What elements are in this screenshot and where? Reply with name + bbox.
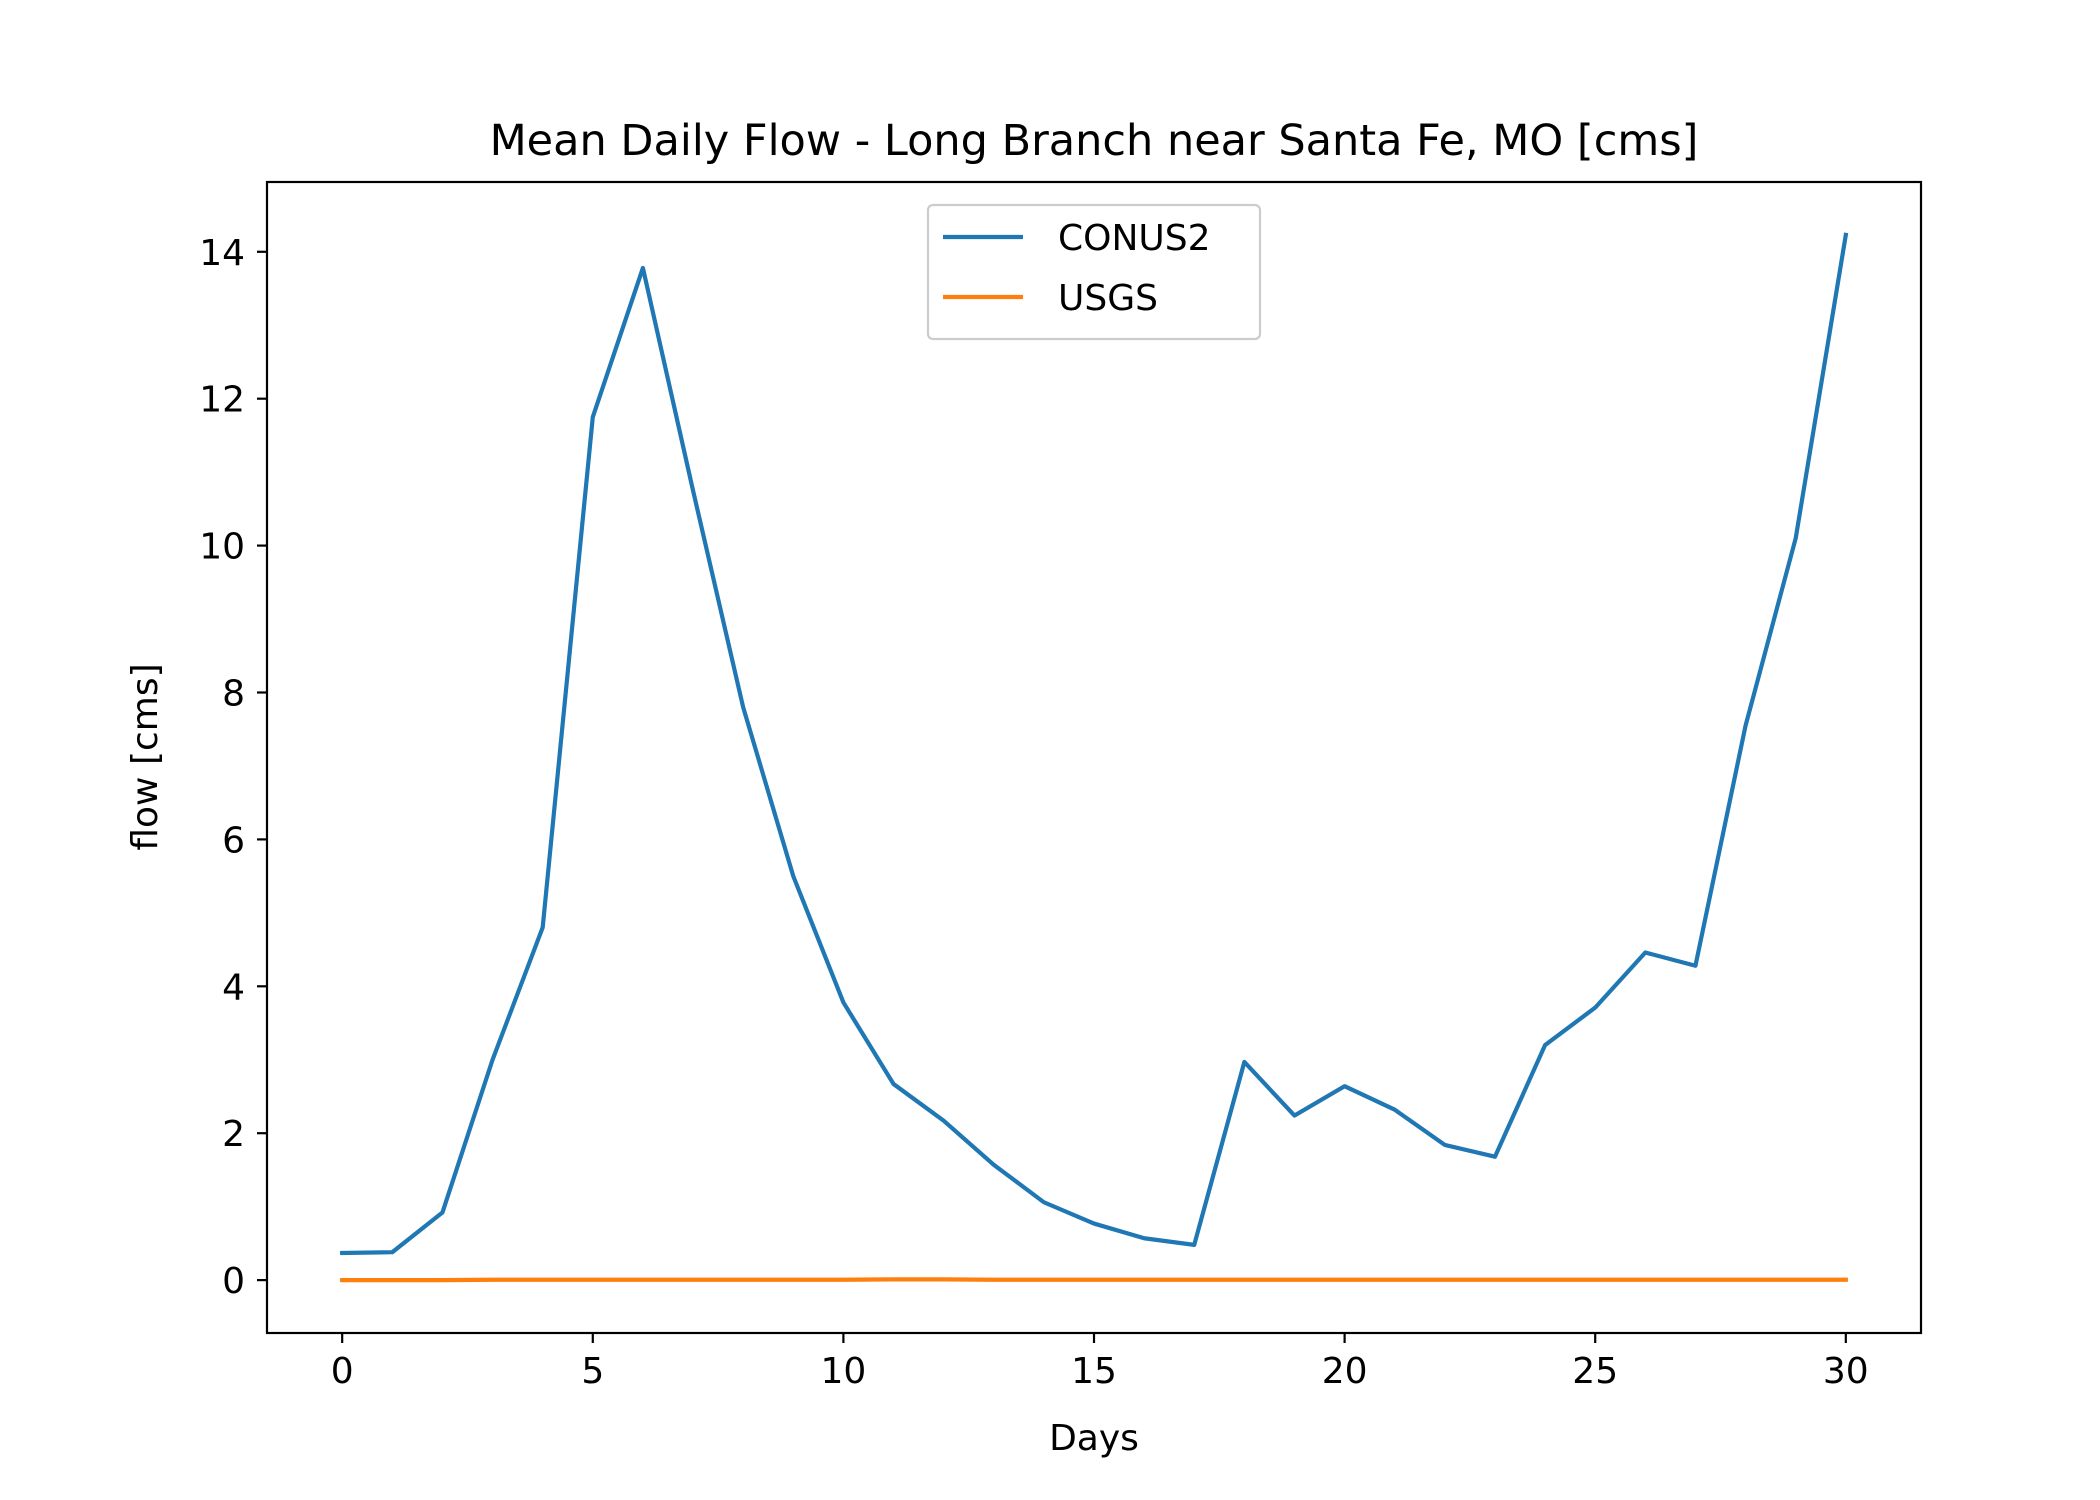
y-tick-label: 4 [222,967,245,1008]
series-line-usgs [340,1277,1848,1283]
x-tick-label: 10 [820,1351,866,1392]
y-tick-label: 2 [222,1114,245,1155]
plot-frame [265,180,1923,1335]
y-axis-label: flow [cms] [125,663,166,850]
legend-label-conus2: CONUS2 [1058,218,1211,259]
x-tick-label: 15 [1071,1351,1117,1392]
legend-label-usgs: USGS [1058,278,1158,319]
series-layer [340,232,1849,1283]
legend-items: CONUS2 USGS [943,218,1211,319]
y-tick-label: 10 [199,527,245,568]
x-axis-label: Days [1049,1418,1139,1459]
x-tick-label: 20 [1322,1351,1368,1392]
x-tick-label: 30 [1823,1351,1869,1392]
y-tick-label: 14 [199,233,245,274]
x-tick-label: 5 [581,1351,604,1392]
y-tick-label: 0 [222,1261,245,1302]
axes-layer: 0 5 10 15 20 25 30 0 2 4 6 8 10 12 14 [199,233,1869,1392]
legend: CONUS2 USGS [926,203,1262,341]
y-tick-label: 8 [222,673,245,714]
y-tick-label: 12 [199,380,245,421]
x-tick-label: 25 [1572,1351,1618,1392]
y-tick-label: 6 [222,820,245,861]
series-line-conus2 [340,232,1849,1256]
chart-title: Mean Daily Flow - Long Branch near Santa… [490,116,1699,166]
x-tick-label: 0 [331,1351,354,1392]
